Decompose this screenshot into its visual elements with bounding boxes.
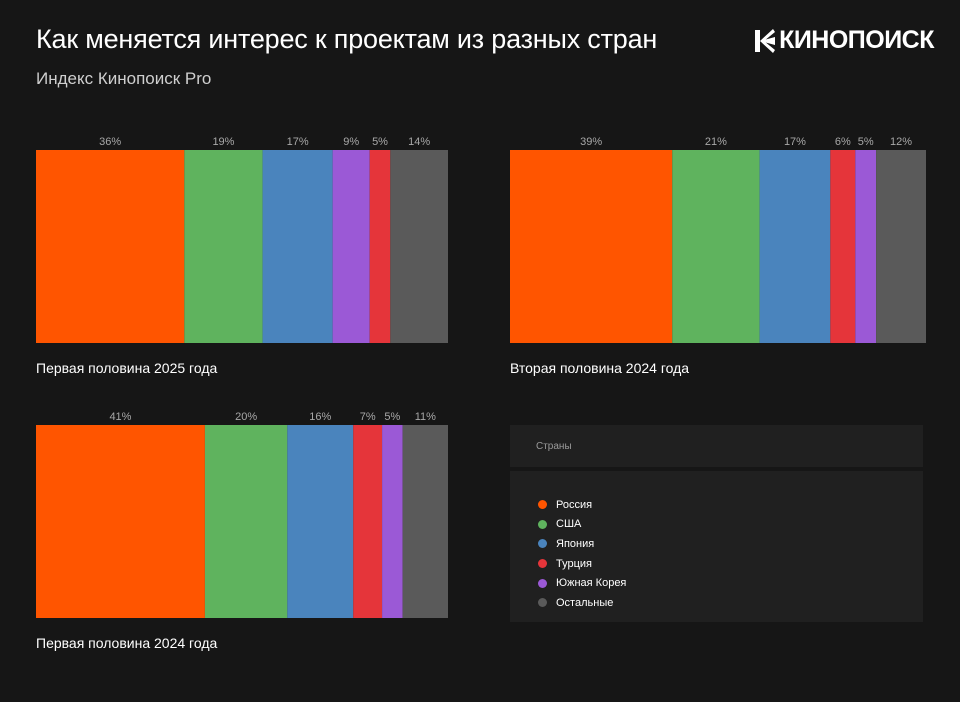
chart-panel-h2-2024: 39% 21% 17% 6% 5% 12% [510, 130, 926, 343]
legend-item-turkey: Турция [538, 554, 923, 574]
stacked-bar-chart-h1-2025: 36% 19% 17% 9% 5% 14% [36, 136, 448, 343]
legend-header: Страны [510, 425, 923, 467]
legend-item-south-korea: Южная Корея [538, 573, 923, 593]
data-label-турция: 5% [372, 136, 388, 148]
chart-panel-h1-2025: 36% 19% 17% 9% 5% 14% [36, 130, 448, 343]
legend-item-others: Остальные [538, 593, 923, 613]
data-label-россия: 41% [109, 411, 131, 423]
bar-segment-турция [830, 150, 856, 343]
bar-segment-россия [36, 425, 205, 618]
legend-swatch-turkey [538, 559, 547, 569]
legend-label-turkey: Турция [556, 557, 592, 570]
data-label-сша: 19% [212, 136, 234, 148]
chart-caption-h1-2025: Первая половина 2025 года [36, 360, 218, 376]
data-label-южная-корея: 5% [384, 411, 400, 423]
bar-segment-южная-корея [332, 150, 370, 343]
chart-caption-h1-2024: Первая половина 2024 года [36, 635, 218, 651]
data-label-япония: 17% [784, 136, 806, 148]
stacked-bar-chart-h1-2024: 41% 20% 16% 7% 5% 11% [36, 411, 448, 618]
chart-caption-h2-2024: Вторая половина 2024 года [510, 360, 690, 376]
data-label-южная-корея: 9% [343, 136, 359, 148]
bar-segment-турция [369, 150, 391, 343]
bar-segment-япония [262, 150, 333, 343]
page-subtitle: Индекс Кинопоиск Pro [36, 69, 212, 88]
chart-panel-h1-2024: 41% 20% 16% 7% 5% 11% [36, 405, 448, 618]
bar-segment-россия [36, 150, 185, 343]
logo-text: КИНОПОИСК [779, 26, 934, 54]
legend-label-usa: США [556, 518, 582, 531]
data-label-сша: 20% [235, 411, 257, 423]
legend-swatch-south-korea [538, 578, 547, 588]
legend: Россия США Япония Турция Южная Корея Ост… [510, 471, 923, 622]
bar-segment-сша [204, 425, 288, 618]
bar-segment-россия [510, 150, 673, 343]
bar-segment-сша [672, 150, 760, 343]
bar-segment-япония [759, 150, 831, 343]
legend-item-russia: Россия [538, 495, 923, 515]
bar-segment-япония [287, 425, 354, 618]
legend-label-japan: Япония [556, 537, 595, 550]
bar-segment-остальные [390, 150, 448, 343]
data-label-россия: 36% [99, 136, 121, 148]
legend-label-others: Остальные [556, 596, 614, 609]
bar-segment-южная-корея [382, 425, 403, 618]
kinopoisk-logo: КИНОПОИСК [755, 26, 934, 55]
page-title: Как меняется интерес к проектам из разны… [36, 24, 658, 54]
legend-swatch-usa [538, 519, 547, 529]
data-label-сша: 21% [705, 136, 727, 148]
data-label-остальные: 14% [408, 136, 430, 148]
bar-segment-сша [184, 150, 263, 343]
data-label-япония: 17% [287, 136, 309, 148]
stacked-bar-chart-h2-2024: 39% 21% 17% 6% 5% 12% [510, 136, 926, 343]
legend-swatch-others [538, 598, 547, 608]
legend-title: Страны [536, 440, 572, 452]
data-label-турция: 6% [835, 136, 851, 148]
legend-label-russia: Россия [556, 498, 593, 511]
bar-segment-турция [353, 425, 383, 618]
data-label-остальные: 11% [415, 411, 436, 423]
data-label-япония: 16% [309, 411, 331, 423]
legend-swatch-japan [538, 539, 547, 549]
data-label-турция: 7% [360, 411, 376, 423]
bar-segment-остальные [402, 425, 448, 618]
data-label-южная-корея: 5% [858, 136, 874, 148]
data-label-остальные: 12% [890, 136, 912, 148]
legend-swatch-russia [538, 500, 547, 510]
bar-segment-южная-корея [855, 150, 877, 343]
legend-item-usa: США [538, 515, 923, 535]
bar-segment-остальные [876, 150, 926, 343]
kinopoisk-burst-icon [755, 28, 776, 53]
legend-label-south-korea: Южная Корея [556, 577, 627, 590]
legend-item-japan: Япония [538, 534, 923, 554]
data-label-россия: 39% [580, 136, 602, 148]
